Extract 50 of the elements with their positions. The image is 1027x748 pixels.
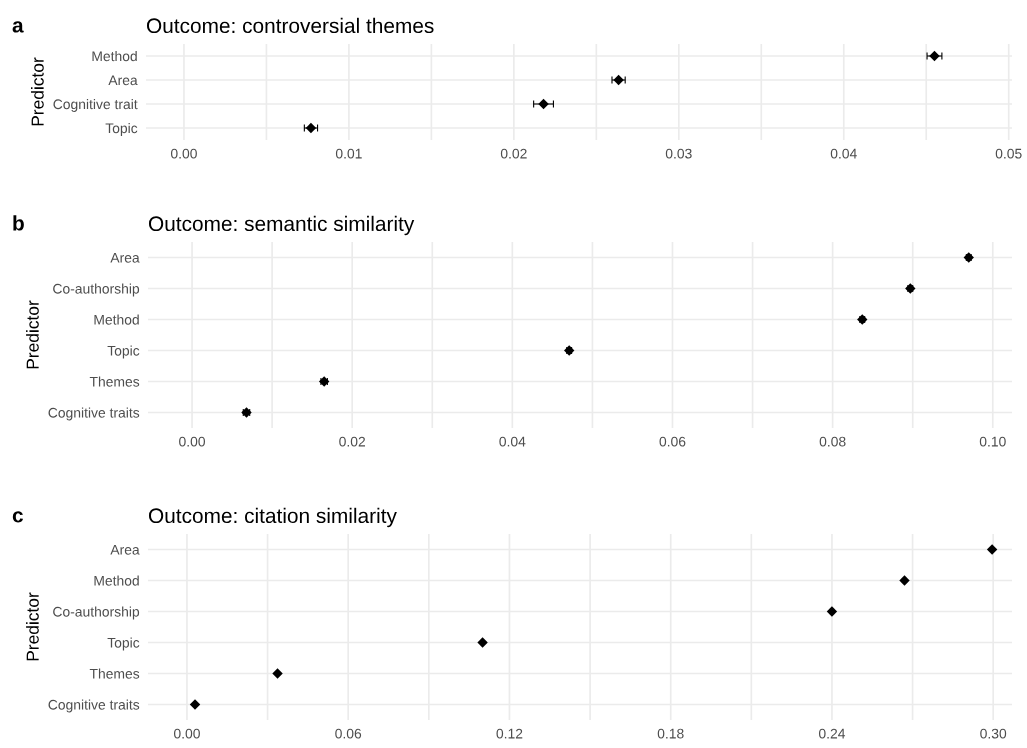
y-tick-label: Topic [107,637,140,651]
y-tick-label: Cognitive trait [53,98,138,112]
x-tick-label: 0.04 [499,436,526,447]
y-tick-label: Cognitive traits [48,407,140,421]
y-tick-label: Topic [105,122,138,136]
chart-title: Outcome: controversial themes [146,17,434,34]
point [272,668,283,679]
y-tick-label: Area [110,252,140,263]
y-tick-label: Method [92,50,137,62]
x-tick-label: 0.00 [174,728,200,739]
x-tick-label: 0.10 [979,436,1006,447]
y-tick-label: Method [94,314,139,325]
y-tick-label: Method [94,575,139,586]
y-axis-title: Predictor [31,57,44,126]
text: b [13,215,24,231]
text: c [12,511,23,523]
x-tick-label: 0.06 [659,436,686,447]
x-tick-label: 0.06 [335,728,362,739]
point [189,699,201,710]
point [826,606,838,617]
chart-title: Outcome: citation similarity [148,507,397,528]
x-tick-label: 0.03 [665,148,692,159]
chart-title: Outcome: semantic similarity [148,215,415,236]
y-axis-title: Predictor [26,592,39,661]
x-tick-label: 0.08 [819,436,846,447]
text: a [12,21,24,33]
x-tick-label: 0.00 [179,436,206,447]
x-tick-label: 0.24 [818,728,846,739]
x-tick-label: 0.18 [657,728,684,739]
point [538,98,549,110]
x-tick-label: 0.12 [496,728,523,739]
y-tick-label: Co-authorship [53,606,140,620]
x-tick-label: 0.04 [830,148,857,159]
x-tick-label: 0.05 [995,148,1022,159]
x-tick-label: 0.30 [980,728,1007,739]
y-tick-label: Themes [89,668,140,679]
y-tick-label: Co-authorship [53,283,140,297]
y-axis-title: Predictor [26,300,39,369]
y-tick-label: Cognitive traits [48,699,140,713]
point [986,544,998,555]
x-tick-label: 0.00 [170,148,197,159]
y-tick-label: Area [108,75,138,86]
y-tick-label: Topic [107,345,140,359]
point [477,637,488,648]
x-tick-label: 0.02 [500,148,527,159]
x-tick-label: 0.02 [339,436,366,447]
y-tick-label: Themes [89,376,140,387]
x-tick-label: 0.01 [335,148,362,159]
point [899,575,910,586]
y-tick-label: Area [110,544,140,555]
